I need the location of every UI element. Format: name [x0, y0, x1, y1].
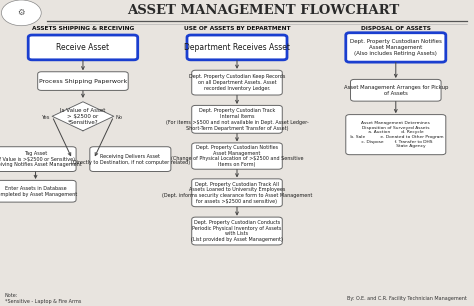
FancyBboxPatch shape — [346, 114, 446, 155]
Text: Dept. Property Custodian Conducts
Periodic Physical Inventory of Assets
with Lis: Dept. Property Custodian Conducts Period… — [191, 220, 283, 242]
FancyBboxPatch shape — [191, 105, 282, 133]
Text: By: O.E. and C.R. Facility Technician Management: By: O.E. and C.R. Facility Technician Ma… — [347, 296, 467, 301]
FancyBboxPatch shape — [350, 80, 441, 101]
Text: ASSET MANAGEMENT FLOWCHART: ASSET MANAGEMENT FLOWCHART — [127, 4, 399, 17]
Polygon shape — [52, 102, 114, 131]
Text: Dept. Property Custodian Track All
Assets Loaned to University Employees
(Dept. : Dept. Property Custodian Track All Asset… — [162, 181, 312, 204]
FancyBboxPatch shape — [191, 179, 282, 207]
Text: Asset Management Arranges for Pickup
of Assets: Asset Management Arranges for Pickup of … — [344, 85, 448, 96]
Text: Enter Assets in Database
Completed by Asset Management: Enter Assets in Database Completed by As… — [0, 186, 77, 197]
FancyBboxPatch shape — [191, 143, 282, 169]
Text: Process Shipping Paperwork: Process Shipping Paperwork — [39, 79, 127, 84]
Text: Dept. Property Custodian Notifies
Asset Management
(Change of Physical Location : Dept. Property Custodian Notifies Asset … — [171, 145, 303, 167]
FancyBboxPatch shape — [191, 217, 282, 245]
FancyBboxPatch shape — [28, 35, 137, 60]
Text: USE OF ASSETS BY DEPARTMENT: USE OF ASSETS BY DEPARTMENT — [184, 26, 290, 31]
FancyBboxPatch shape — [90, 147, 171, 171]
Text: Dept. Property Custodian Track
Internal Items
(For items >$500 and not available: Dept. Property Custodian Track Internal … — [165, 108, 309, 131]
Text: Department Receives Asset: Department Receives Asset — [184, 43, 290, 52]
Text: ASSETS SHIPPING & RECEIVING: ASSETS SHIPPING & RECEIVING — [32, 26, 134, 31]
Text: Dept. Property Custodian Notifies
Asset Management
(Also includes Retiring Asset: Dept. Property Custodian Notifies Asset … — [350, 39, 442, 56]
Text: Asset Management Determines
Disposition of Surveyed Assets
 a. Auction        d.: Asset Management Determines Disposition … — [348, 121, 443, 148]
Text: ⚙: ⚙ — [18, 8, 25, 17]
FancyBboxPatch shape — [37, 72, 128, 91]
Text: Yes: Yes — [42, 115, 51, 120]
Text: No: No — [116, 115, 123, 120]
FancyBboxPatch shape — [0, 147, 76, 171]
Circle shape — [1, 0, 41, 26]
Text: DISPOSAL OF ASSETS: DISPOSAL OF ASSETS — [361, 26, 431, 31]
Text: Dept. Property Custodian Keep Records
on all Department Assets. Asset
recorded I: Dept. Property Custodian Keep Records on… — [189, 74, 285, 91]
FancyBboxPatch shape — [0, 180, 76, 202]
FancyBboxPatch shape — [187, 35, 287, 60]
Text: Is Value of Asset
> $2500 or
*Sensitive?: Is Value of Asset > $2500 or *Sensitive? — [60, 108, 106, 125]
Text: Note:
*Sensitive - Laptop & Fire Arms: Note: *Sensitive - Laptop & Fire Arms — [5, 293, 81, 304]
Text: Receive Asset: Receive Asset — [56, 43, 109, 52]
Text: Receiving Delivers Asset
(Directly to Destination, if not computer related): Receiving Delivers Asset (Directly to De… — [71, 154, 190, 165]
Text: Tag Asset
(if Value is >$2500 or Sensitive)
Receiving Notifies Asset Management: Tag Asset (if Value is >$2500 or Sensiti… — [0, 151, 82, 167]
FancyBboxPatch shape — [191, 70, 282, 95]
FancyBboxPatch shape — [346, 33, 446, 62]
